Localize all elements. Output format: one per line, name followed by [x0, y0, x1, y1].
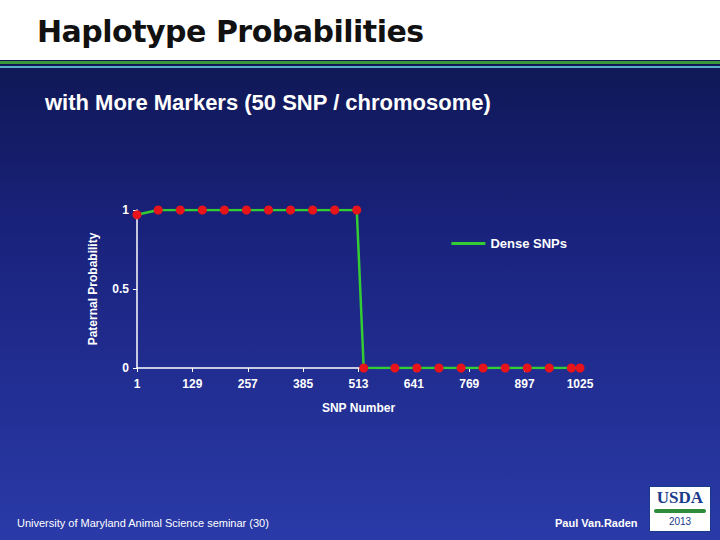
svg-text:SNP Number: SNP Number — [322, 401, 395, 415]
svg-text:385: 385 — [293, 377, 313, 391]
svg-text:1: 1 — [122, 203, 129, 217]
html-text:University of Maryland Animal: University of Maryland Animal Science se… — [17, 517, 269, 529]
svg-text:Dense SNPs: Dense SNPs — [490, 236, 567, 251]
svg-text:1025: 1025 — [567, 377, 594, 391]
svg-text:0.5: 0.5 — [112, 282, 129, 296]
svg-text:769: 769 — [459, 377, 479, 391]
svg-text:0: 0 — [122, 361, 129, 375]
html-text:Haplotype Probabilities: Haplotype Probabilities — [37, 14, 424, 49]
svg-text:Paternal Probability: Paternal Probability — [86, 232, 100, 345]
html-text:with More Markers (50 SNP / ch: with More Markers (50 SNP / chromosome) — [45, 90, 491, 115]
html-text:USDA: USDA — [656, 488, 704, 507]
svg-text:129: 129 — [182, 377, 202, 391]
svg-text:641: 641 — [404, 377, 424, 391]
svg-text:1: 1 — [134, 377, 141, 391]
svg-text:257: 257 — [238, 377, 258, 391]
html-text:2013: 2013 — [668, 516, 692, 527]
svg-text:897: 897 — [515, 377, 535, 391]
svg-text:513: 513 — [348, 377, 368, 391]
html-text:Paul Van.Raden: Paul Van.Raden — [555, 517, 638, 529]
